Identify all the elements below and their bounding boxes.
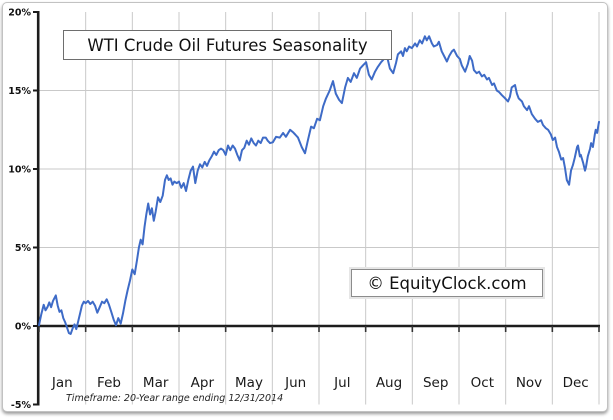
timeframe-footnote: Timeframe: 20-Year range ending 12/31/20… xyxy=(66,393,284,404)
image-frame xyxy=(2,2,608,412)
gridlines xyxy=(39,12,600,405)
y-axis-label: 10% xyxy=(8,165,31,176)
axis-labels: 20% 15% 10% 5% 0% -5% Jan Feb Mar Apr May Jun Jul Aug… xyxy=(8,8,588,412)
watermark-box: © EquityClock.com xyxy=(351,269,543,297)
x-axis-label: May xyxy=(235,375,263,391)
x-axis-label: Jun xyxy=(284,375,306,391)
x-axis-label: Oct xyxy=(471,375,494,391)
x-axis-label: Aug xyxy=(376,375,402,391)
chart-title: WTI Crude Oil Futures Seasonality xyxy=(87,35,368,55)
axes xyxy=(33,11,600,406)
watermark-text: © EquityClock.com xyxy=(367,273,527,293)
y-axis-label: 15% xyxy=(8,86,31,97)
seasonality-series xyxy=(38,35,600,335)
x-axis-label: Feb xyxy=(97,375,121,391)
x-axis-label: Jul xyxy=(333,375,350,391)
x-axis-label: Mar xyxy=(143,375,169,391)
y-axis-label: 5% xyxy=(15,243,32,254)
x-axis-label: Jan xyxy=(51,375,73,391)
chart-title-box: WTI Crude Oil Futures Seasonality xyxy=(63,30,392,60)
x-axis-label: Apr xyxy=(191,375,215,391)
x-axis-label: Dec xyxy=(563,375,589,391)
price-line xyxy=(38,35,600,335)
y-axis-label: -5% xyxy=(11,400,32,411)
y-axis-label: 0% xyxy=(15,322,32,333)
y-axis-label: 20% xyxy=(8,8,31,19)
x-axis-label: Sep xyxy=(423,375,448,391)
x-axis-label: Nov xyxy=(516,375,542,391)
